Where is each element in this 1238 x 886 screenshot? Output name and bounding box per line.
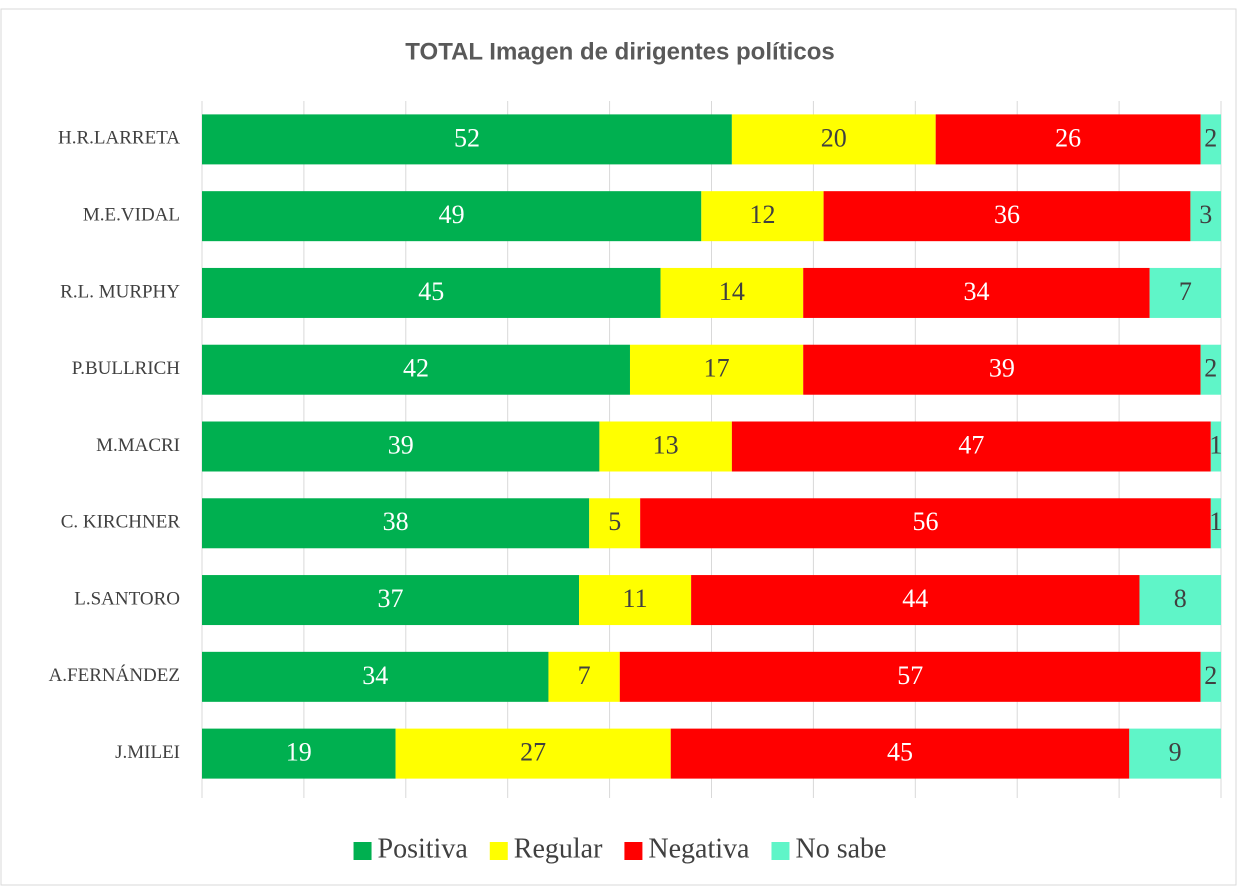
bar-segment [1200, 651, 1221, 702]
bar-segment [1149, 267, 1221, 318]
data-label: 19 [286, 738, 312, 767]
bar-segment [202, 575, 580, 626]
bar-segment [202, 267, 661, 318]
data-label: 47 [958, 430, 984, 459]
data-label: 1 [1209, 507, 1222, 536]
legend-label: Regular [514, 833, 603, 864]
bar-segment [670, 728, 1130, 779]
chart-title: TOTAL Imagen de dirigentes políticos [405, 38, 834, 65]
data-label: 7 [578, 661, 591, 690]
data-label: 39 [388, 430, 414, 459]
bar-segment [731, 114, 936, 165]
bar-segment [1190, 191, 1221, 242]
data-label: 45 [887, 738, 913, 767]
legend-swatch [771, 842, 790, 860]
bar-segment [599, 421, 732, 472]
bar-segment [640, 498, 1211, 549]
bar-segment [1139, 575, 1221, 626]
data-label: 39 [989, 354, 1015, 383]
bar-segment [202, 728, 396, 779]
bar-segment [1200, 114, 1221, 165]
data-label: 49 [439, 200, 465, 229]
bar-segment [548, 651, 620, 702]
data-label: 34 [362, 661, 388, 690]
data-label: 20 [821, 123, 847, 152]
bar-segment [803, 344, 1201, 395]
data-label: 1 [1209, 430, 1222, 459]
legend-label: Negativa [648, 833, 750, 864]
bar-segment [202, 498, 590, 549]
bar-segment [1210, 421, 1221, 472]
data-label: 13 [653, 430, 679, 459]
y-tick-label: H.R.LARRETA [58, 128, 180, 149]
data-label: 42 [403, 354, 429, 383]
data-label: 14 [719, 277, 745, 306]
bar-segment [202, 344, 630, 395]
legend-swatch [489, 842, 508, 860]
y-tick-label: J.MILEI [115, 742, 180, 763]
data-label: 2 [1204, 661, 1217, 690]
data-label: 3 [1199, 200, 1212, 229]
y-tick-label: A.FERNÁNDEZ [49, 664, 180, 686]
y-tick-label: L.SANTORO [74, 588, 180, 609]
bar-segment [1210, 498, 1221, 549]
bar-segment [202, 651, 549, 702]
bar-segment [579, 575, 692, 626]
y-tick-label: M.MACRI [96, 435, 180, 456]
data-label: 12 [749, 200, 775, 229]
data-label: 8 [1174, 584, 1187, 613]
data-label: 36 [994, 200, 1020, 229]
legend-label: Positiva [378, 833, 469, 864]
bar-segment [935, 114, 1201, 165]
bar-segment [202, 191, 702, 242]
legend-swatch [624, 842, 643, 860]
y-tick-label: R.L. MURPHY [60, 281, 180, 302]
bar-segment [589, 498, 641, 549]
y-tick-label: M.E.VIDAL [83, 205, 180, 226]
data-label: 11 [623, 584, 648, 613]
y-tick-label: P.BULLRICH [72, 358, 180, 379]
bar-segment [701, 191, 824, 242]
data-label: 26 [1055, 123, 1081, 152]
bar-segment [731, 421, 1211, 472]
data-label: 17 [704, 354, 730, 383]
data-label: 34 [963, 277, 989, 306]
bar-segment [823, 191, 1191, 242]
data-label: 7 [1179, 277, 1192, 306]
bar-segment [1129, 728, 1221, 779]
bar-segment [619, 651, 1201, 702]
bar-segment [629, 344, 804, 395]
bar-segment [660, 267, 804, 318]
data-label: 9 [1169, 738, 1182, 767]
bar-segment [691, 575, 1140, 626]
data-label: 57 [897, 661, 923, 690]
legend-label: No sabe [795, 833, 886, 864]
data-label: 56 [912, 507, 938, 536]
data-label: 45 [418, 277, 444, 306]
legend-swatch [353, 842, 372, 860]
bar-segment [202, 421, 600, 472]
bar-segment [1200, 344, 1221, 395]
data-label: 37 [378, 584, 404, 613]
data-label: 2 [1204, 354, 1217, 383]
data-label: 27 [520, 738, 546, 767]
bar-segment [202, 114, 732, 165]
bar-segment [803, 267, 1150, 318]
data-label: 44 [902, 584, 928, 613]
data-label: 5 [608, 507, 621, 536]
bar-segment [395, 728, 671, 779]
y-tick-label: C. KIRCHNER [61, 512, 181, 533]
data-label: 2 [1204, 123, 1217, 152]
data-label: 38 [383, 507, 409, 536]
data-label: 52 [454, 123, 480, 152]
